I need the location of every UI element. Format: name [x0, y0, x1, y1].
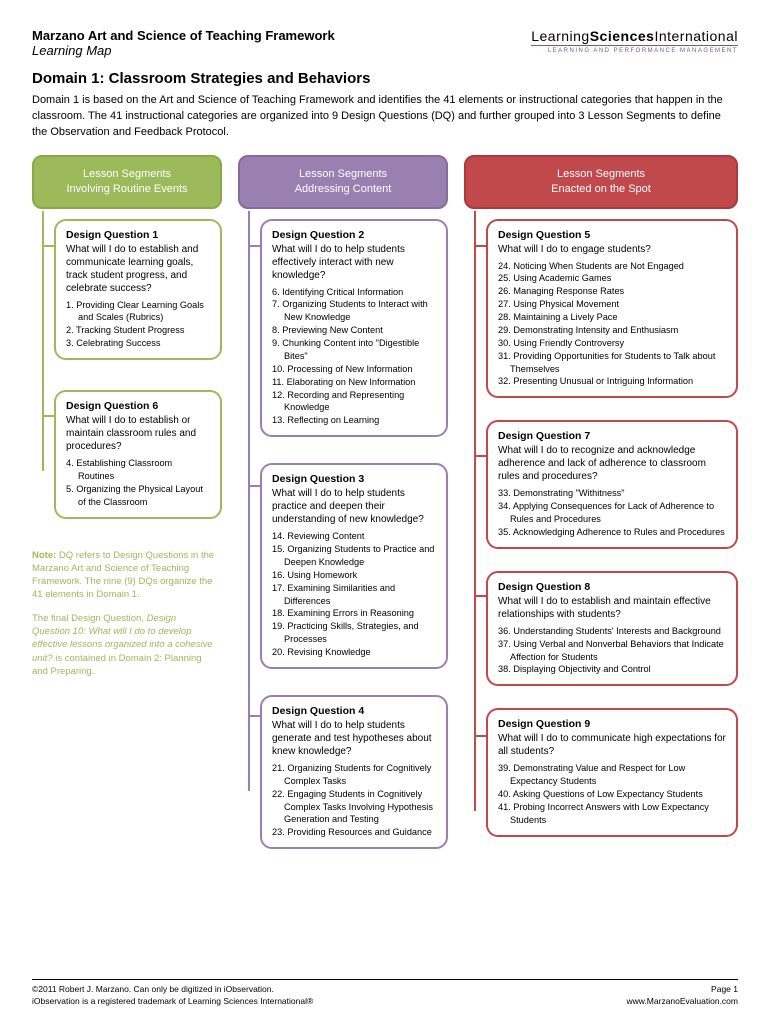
card-dq7: Design Question 7 What will I do to reco… — [486, 420, 738, 549]
dq2-title: Design Question 2 — [272, 229, 436, 241]
dq6-title: Design Question 6 — [66, 400, 210, 412]
dq9-items: 39. Demonstrating Value and Respect for … — [498, 762, 726, 826]
dq9-question: What will I do to communicate high expec… — [498, 732, 726, 758]
framework-title: Marzano Art and Science of Teaching Fram… — [32, 28, 335, 43]
card-dq5: Design Question 5 What will I do to enga… — [486, 219, 738, 399]
card-dq8: Design Question 8 What will I do to esta… — [486, 571, 738, 687]
logo: LearningSciencesInternational LEARNING A… — [531, 28, 738, 54]
dq4-title: Design Question 4 — [272, 705, 436, 717]
framework-subtitle: Learning Map — [32, 43, 335, 58]
segment-header-content: Lesson Segments Addressing Content — [238, 155, 448, 209]
website: www.MarzanoEvaluation.com — [627, 996, 739, 1008]
card-dq9: Design Question 9 What will I do to comm… — [486, 708, 738, 836]
dq7-question: What will I do to recognize and acknowle… — [498, 444, 726, 483]
dq9-title: Design Question 9 — [498, 718, 726, 730]
domain-title: Domain 1: Classroom Strategies and Behav… — [32, 70, 738, 87]
dq1-title: Design Question 1 — [66, 229, 210, 241]
dq6-items: 4. Establishing Classroom Routines5. Org… — [66, 457, 210, 509]
note-block: Note: DQ refers to Design Questions in t… — [32, 549, 222, 689]
columns-container: Lesson Segments Involving Routine Events… — [32, 155, 738, 967]
segment-header-spot: Lesson Segments Enacted on the Spot — [464, 155, 738, 209]
dq4-question: What will I do to help students generate… — [272, 719, 436, 758]
dq2-items: 6. Identifying Critical Information7. Or… — [272, 286, 436, 428]
column-addressing-content: Lesson Segments Addressing Content Desig… — [238, 155, 448, 967]
page-header: Marzano Art and Science of Teaching Fram… — [32, 28, 738, 58]
dq3-title: Design Question 3 — [272, 473, 436, 485]
dq7-items: 33. Demonstrating "Withitness"34. Applyi… — [498, 487, 726, 539]
card-dq3: Design Question 3 What will I do to help… — [260, 463, 448, 669]
dq3-items: 14. Reviewing Content15. Organizing Stud… — [272, 530, 436, 659]
page-number: Page 1 — [627, 984, 739, 996]
dq3-question: What will I do to help students practice… — [272, 487, 436, 526]
domain-description: Domain 1 is based on the Art and Science… — [32, 93, 738, 141]
card-dq6: Design Question 6 What will I do to esta… — [54, 390, 222, 519]
dq8-question: What will I do to establish and maintain… — [498, 595, 726, 621]
dq2-question: What will I do to help students effectiv… — [272, 243, 436, 282]
card-dq1: Design Question 1 What will I do to esta… — [54, 219, 222, 361]
card-dq2: Design Question 2 What will I do to help… — [260, 219, 448, 438]
card-dq4: Design Question 4 What will I do to help… — [260, 695, 448, 849]
copyright-line: ©2011 Robert J. Marzano. Can only be dig… — [32, 984, 313, 996]
dq5-question: What will I do to engage students? — [498, 243, 726, 256]
dq1-items: 1. Providing Clear Learning Goals and Sc… — [66, 299, 210, 351]
dq4-items: 21. Organizing Students for Cognitively … — [272, 762, 436, 839]
dq5-title: Design Question 5 — [498, 229, 726, 241]
column-on-the-spot: Lesson Segments Enacted on the Spot Desi… — [464, 155, 738, 967]
trademark-line: iObservation is a registered trademark o… — [32, 996, 313, 1008]
dq6-question: What will I do to establish or maintain … — [66, 414, 210, 453]
column-routine-events: Lesson Segments Involving Routine Events… — [32, 155, 222, 967]
dq1-question: What will I do to establish and communic… — [66, 243, 210, 295]
dq7-title: Design Question 7 — [498, 430, 726, 442]
dq8-items: 36. Understanding Students' Interests an… — [498, 625, 726, 677]
dq5-items: 24. Noticing When Students are Not Engag… — [498, 260, 726, 389]
segment-header-routine: Lesson Segments Involving Routine Events — [32, 155, 222, 209]
dq8-title: Design Question 8 — [498, 581, 726, 593]
page-footer: ©2011 Robert J. Marzano. Can only be dig… — [32, 979, 738, 1008]
